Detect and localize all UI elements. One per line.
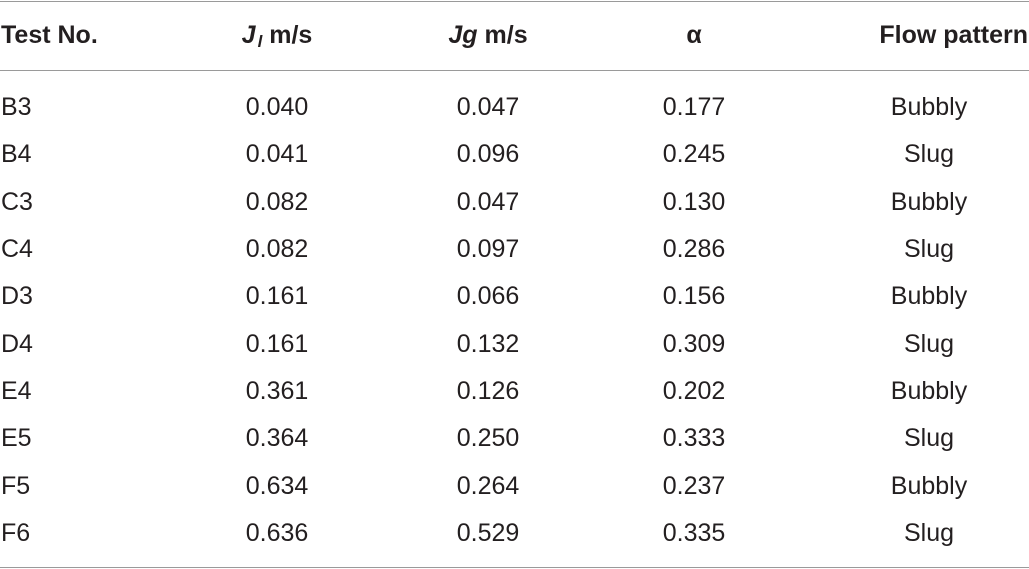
table-row: E5 0.364 0.250 0.333 Slug [0,415,1029,462]
header-jg-unit: m/s [484,21,528,49]
table-row: C4 0.082 0.097 0.286 Slug [0,226,1029,273]
cell-alpha: 0.245 [662,140,726,169]
header-jg-symbol: Jg [448,21,478,49]
cell-jg: 0.250 [456,424,520,453]
table-row: D4 0.161 0.132 0.309 Slug [0,320,1029,367]
cell-jl: 0.364 [245,424,309,453]
header-test-no: Test No. [1,21,98,49]
cell-alpha: 0.202 [662,376,726,405]
cell-alpha: 0.237 [662,471,726,500]
header-jl-symbol: J [241,21,256,49]
table-row: F5 0.634 0.264 0.237 Bubbly [0,462,1029,509]
header-flow-pattern: Flow pattern [879,21,1028,49]
cell-test-no: F5 [1,471,31,500]
cell-alpha: 0.309 [662,329,726,358]
cell-jl: 0.636 [245,518,309,547]
table-row: B4 0.041 0.096 0.245 Slug [0,131,1029,178]
cell-jl: 0.634 [245,471,309,500]
cell-jg: 0.066 [456,282,520,311]
cell-flow-pattern: Bubbly [890,187,968,216]
cell-jl: 0.082 [245,235,309,264]
cell-test-no: B3 [1,93,32,122]
cell-jg: 0.047 [456,93,520,122]
cell-jl: 0.082 [245,187,309,216]
header-jl-unit: m/s [269,21,313,49]
cell-flow-pattern: Slug [903,140,955,169]
cell-jl: 0.041 [245,140,309,169]
cell-jl: 0.361 [245,376,309,405]
cell-flow-pattern: Slug [903,235,955,264]
header-jl-subscript: l [257,31,263,51]
cell-alpha: 0.130 [662,187,726,216]
cell-jl: 0.161 [245,282,309,311]
cell-flow-pattern: Bubbly [890,93,968,122]
cell-flow-pattern: Slug [903,424,955,453]
cell-jl: 0.161 [245,329,309,358]
table-row: D3 0.161 0.066 0.156 Bubbly [0,273,1029,320]
cell-flow-pattern: Bubbly [890,282,968,311]
cell-alpha: 0.335 [662,518,726,547]
cell-jg: 0.529 [456,518,520,547]
cell-jg: 0.096 [456,140,520,169]
cell-flow-pattern: Slug [903,329,955,358]
table-row: F6 0.636 0.529 0.335 Slug [0,510,1029,557]
cell-test-no: C4 [1,235,33,264]
cell-jg: 0.097 [456,235,520,264]
cell-test-no: E5 [1,424,32,453]
table-body: B3 0.040 0.047 0.177 Bubbly B4 0.041 0.0… [0,84,1029,557]
table-top-rule [0,1,1029,2]
cell-alpha: 0.333 [662,424,726,453]
cell-test-no: B4 [1,140,32,169]
cell-alpha: 0.177 [662,93,726,122]
cell-flow-pattern: Bubbly [890,376,968,405]
table-bottom-rule [0,567,1029,568]
cell-test-no: F6 [1,518,31,547]
cell-test-no: D3 [1,282,33,311]
table-row: E4 0.361 0.126 0.202 Bubbly [0,368,1029,415]
header-rule [0,70,1029,71]
cell-jg: 0.264 [456,471,520,500]
table-row: C3 0.082 0.047 0.130 Bubbly [0,179,1029,226]
cell-jg: 0.047 [456,187,520,216]
cell-alpha: 0.286 [662,235,726,264]
cell-jg: 0.132 [456,329,520,358]
cell-test-no: E4 [1,376,32,405]
cell-alpha: 0.156 [662,282,726,311]
cell-jl: 0.040 [245,93,309,122]
table-row: B3 0.040 0.047 0.177 Bubbly [0,84,1029,131]
cell-jg: 0.126 [456,376,520,405]
cell-test-no: D4 [1,329,33,358]
cell-flow-pattern: Bubbly [890,471,968,500]
cell-test-no: C3 [1,187,33,216]
header-alpha: α [686,21,702,49]
header-jg: Jg m/s [408,1,568,70]
cell-flow-pattern: Slug [903,518,955,547]
